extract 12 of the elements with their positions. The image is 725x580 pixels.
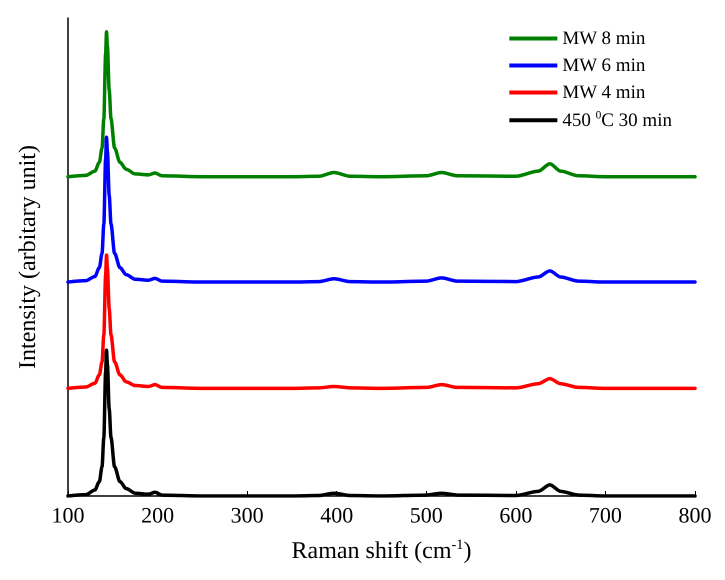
x-tick-label: 600 (499, 502, 532, 528)
x-tick-label: 800 (678, 502, 712, 528)
x-tick-label: 100 (52, 502, 84, 528)
x-tick-label: 200 (141, 502, 174, 528)
x-tick-label: 400 (320, 502, 354, 528)
x-tick-label: 500 (410, 502, 443, 528)
y-axis-title: Intensity (arbitary unit) (15, 145, 41, 369)
legend-label: MW 4 min (562, 82, 646, 103)
x-tick-label: 700 (588, 502, 622, 528)
x-tick-label: 300 (230, 502, 264, 528)
legend-label: MW 6 min (562, 55, 646, 76)
legend-label: MW 8 min (562, 28, 646, 49)
